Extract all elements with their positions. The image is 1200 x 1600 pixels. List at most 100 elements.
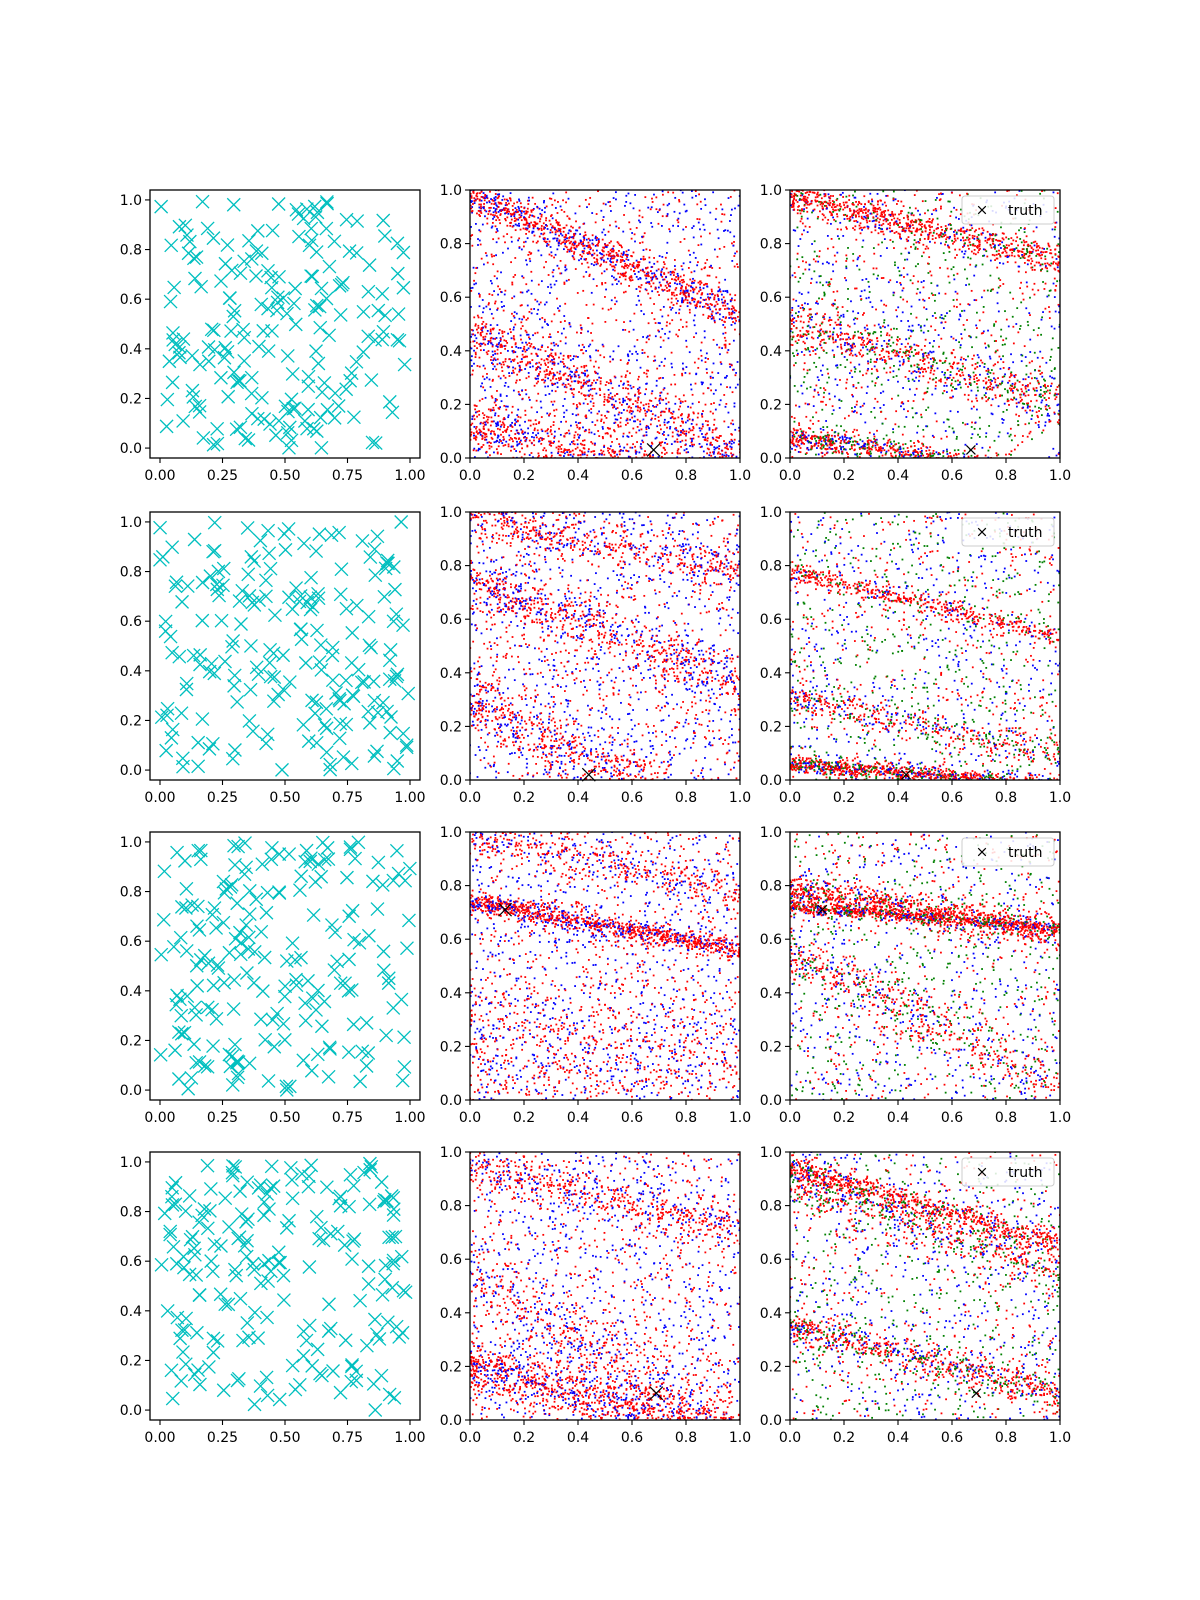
particle [696,416,699,419]
particle [583,444,586,447]
particle [570,225,573,228]
particle [672,410,675,413]
particle [1035,255,1038,257]
particle [571,371,573,373]
particle [715,460,717,462]
particle [682,299,685,302]
particle [801,306,804,309]
particle [653,355,656,358]
particle [560,272,563,275]
particle [655,275,657,278]
particle [503,417,506,419]
particle [806,387,808,390]
particle [490,359,492,361]
particle [515,450,518,452]
particle [584,234,587,236]
sample-point [356,304,371,319]
particle [582,402,585,405]
particle [683,280,685,283]
particle [565,420,567,423]
particle [643,271,646,274]
x-tick-label: 0.0 [459,468,481,484]
particle [550,251,553,254]
particle [1012,325,1015,328]
particle [668,407,671,410]
particle [651,225,654,228]
particle [628,221,631,224]
particle [535,352,538,355]
particle [1030,400,1032,403]
particle [666,443,669,445]
particle [596,464,598,466]
particle [495,422,497,425]
particle [589,247,592,249]
particle [478,206,481,209]
particle [616,407,619,409]
particle [867,342,869,344]
particle [578,242,580,245]
particle [653,262,656,265]
particle [667,458,669,460]
particle [470,306,472,308]
particle [1057,303,1060,306]
particle [532,334,534,337]
particle [645,434,648,437]
particle [564,452,566,455]
particle [639,408,642,411]
particle [525,331,528,334]
particle [642,255,645,258]
particle [659,411,662,414]
sample-point [327,234,342,249]
particle [566,215,569,218]
particle [729,293,732,296]
particle [665,438,668,440]
particle [732,339,735,342]
particle [533,234,536,237]
particle [642,258,645,261]
particle [689,429,692,432]
particle [529,419,532,422]
particle [562,230,565,233]
particle [681,362,684,365]
particle [723,308,726,310]
particle [517,408,520,411]
particle [591,253,594,256]
particle [572,357,575,360]
particle [647,408,650,411]
particle [521,360,523,363]
particle [555,280,558,282]
particle [509,424,512,427]
particle [573,434,576,437]
particle [484,396,487,399]
sample-point [309,344,323,359]
particle [900,320,903,322]
particle [730,442,733,445]
particle [671,271,673,274]
particle [835,424,838,427]
particle [489,409,492,412]
particle [643,453,646,456]
particle [688,418,691,421]
particle [580,332,583,334]
particle [1042,311,1044,313]
particle [602,427,604,430]
particle [609,252,611,255]
particle [1044,379,1046,382]
particle [664,449,667,451]
y-tick-label: 0.0 [440,451,462,467]
particle [942,252,945,255]
particle [557,344,559,347]
particle [640,303,642,306]
sample-point [249,269,263,283]
particle [540,416,543,418]
particle [471,422,474,425]
particle [968,335,970,337]
particle [685,325,688,328]
particle [913,194,916,196]
particle [546,323,549,325]
particle [548,443,551,446]
particle [698,290,700,293]
particle [687,431,690,434]
particle [489,328,492,331]
particle [794,276,797,279]
